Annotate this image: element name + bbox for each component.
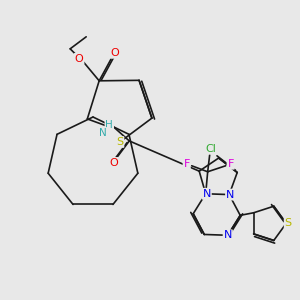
Text: O: O — [109, 158, 118, 168]
Text: N: N — [226, 190, 234, 200]
Text: N: N — [202, 189, 211, 199]
Text: N: N — [224, 230, 232, 240]
Text: S: S — [116, 137, 124, 147]
Text: O: O — [75, 54, 83, 64]
Text: N: N — [99, 128, 107, 138]
Text: O: O — [111, 48, 119, 58]
Text: S: S — [285, 218, 292, 228]
Text: F: F — [227, 159, 234, 169]
Text: H: H — [105, 120, 113, 130]
Text: F: F — [184, 159, 190, 169]
Text: Cl: Cl — [205, 144, 216, 154]
